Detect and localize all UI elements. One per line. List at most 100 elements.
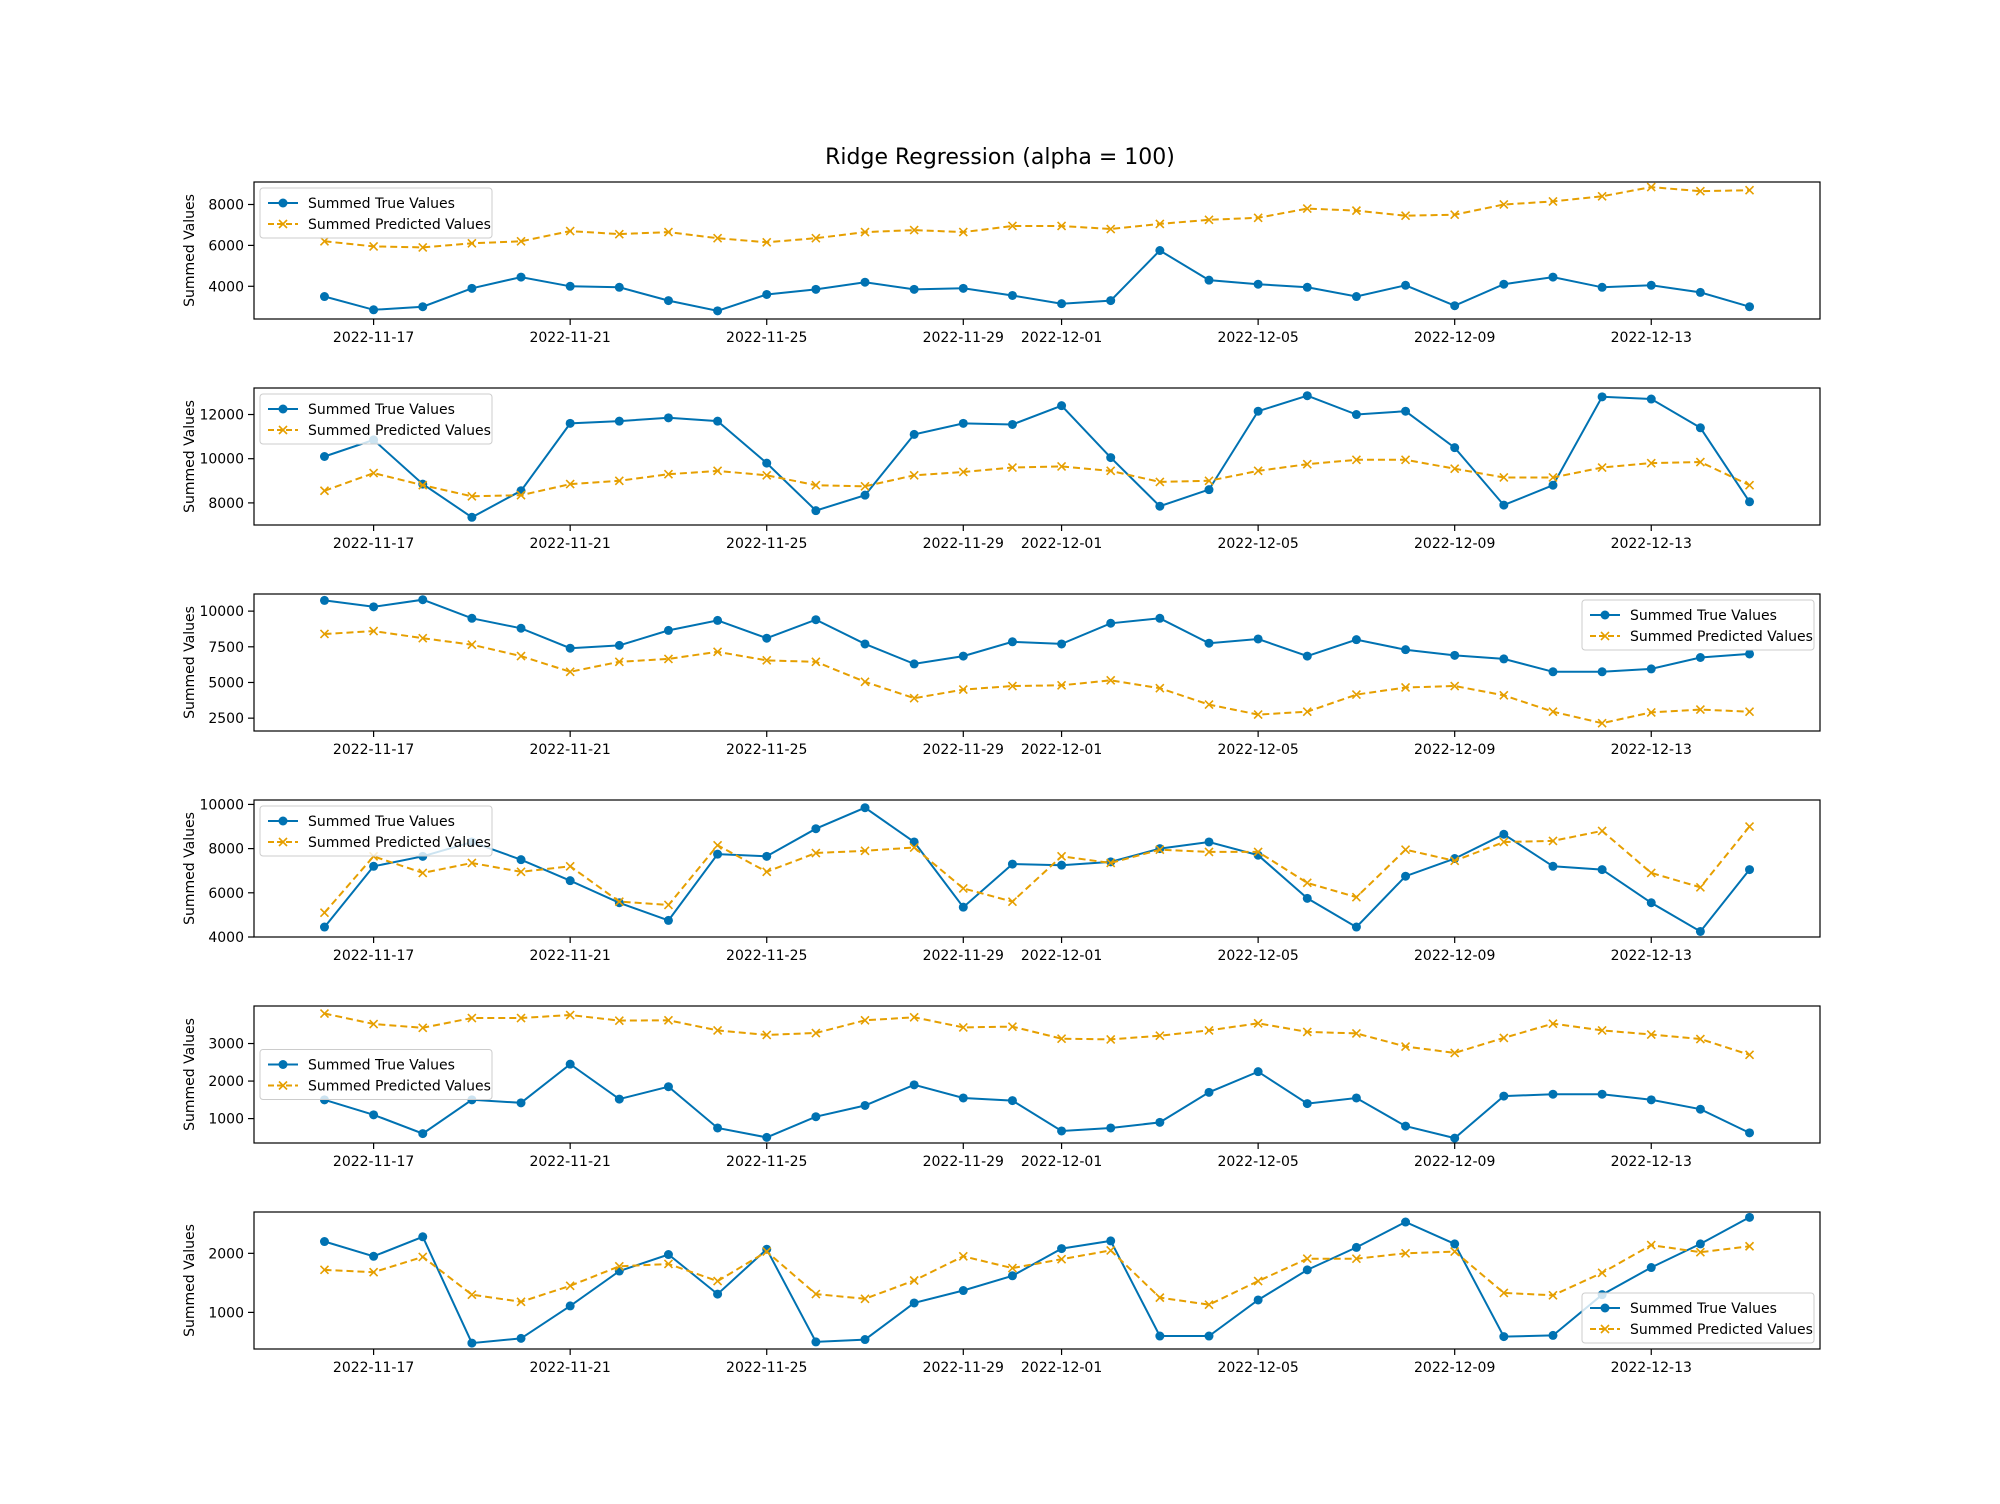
x-tick-label: 2022-11-17 bbox=[333, 742, 414, 758]
data-point-true bbox=[319, 452, 329, 461]
data-point-predicted bbox=[1007, 1022, 1017, 1032]
data-point-predicted bbox=[1302, 204, 1312, 214]
x-tick-label: 2022-12-01 bbox=[1021, 536, 1102, 552]
legend-label: Summed Predicted Values bbox=[1630, 1322, 1813, 1338]
data-point-predicted bbox=[811, 848, 821, 858]
data-point-true bbox=[565, 1301, 575, 1311]
data-point-true bbox=[860, 490, 870, 500]
legend-label: Summed True Values bbox=[1630, 608, 1777, 624]
y-tick-label: 2000 bbox=[208, 1246, 244, 1262]
x-tick-label: 2022-11-29 bbox=[923, 330, 1004, 346]
data-point-true bbox=[1499, 654, 1509, 664]
y-tick-label: 3000 bbox=[208, 1037, 244, 1053]
x-tick-label: 2022-12-13 bbox=[1611, 536, 1692, 552]
legend-label: Summed True Values bbox=[308, 196, 455, 212]
data-point-predicted bbox=[418, 480, 428, 490]
legend-marker-predicted bbox=[278, 425, 288, 435]
data-point-predicted bbox=[1204, 700, 1214, 710]
legend: Summed True Values Summed Predicted Value… bbox=[259, 187, 493, 239]
y-tick-label: 4000 bbox=[208, 930, 244, 946]
data-point-true bbox=[1057, 299, 1067, 309]
data-point-predicted bbox=[467, 640, 477, 650]
legend-box bbox=[259, 1049, 493, 1100]
axes-frame bbox=[253, 387, 1821, 526]
data-point-predicted bbox=[1302, 459, 1312, 469]
data-point-true bbox=[1007, 859, 1017, 869]
data-point-predicted bbox=[418, 1252, 428, 1262]
x-tick-label: 2022-12-09 bbox=[1414, 948, 1495, 964]
x-tick-label: 2022-11-21 bbox=[529, 536, 610, 552]
data-point-predicted bbox=[1351, 892, 1361, 902]
data-point-predicted bbox=[762, 1030, 772, 1040]
legend-box bbox=[259, 805, 493, 857]
data-point-true bbox=[1745, 1128, 1755, 1138]
x-tick-label: 2022-11-21 bbox=[529, 330, 610, 346]
data-point-predicted bbox=[1499, 1288, 1509, 1298]
data-point-predicted bbox=[713, 466, 723, 476]
data-point-predicted bbox=[958, 227, 968, 237]
data-point-true bbox=[958, 1093, 968, 1103]
data-point-true bbox=[811, 615, 821, 625]
legend-label: Summed Predicted Values bbox=[1630, 629, 1813, 645]
legend-marker-true bbox=[278, 198, 288, 208]
data-point-true bbox=[1646, 898, 1656, 908]
data-point-predicted bbox=[1450, 464, 1460, 474]
data-point-true bbox=[1106, 1236, 1116, 1246]
data-point-predicted bbox=[860, 481, 870, 491]
data-point-true bbox=[516, 1333, 526, 1343]
data-point-predicted bbox=[1646, 1029, 1656, 1040]
data-point-predicted bbox=[516, 1013, 526, 1023]
x-tick-label: 2022-11-17 bbox=[333, 536, 414, 552]
data-point-true bbox=[1253, 406, 1263, 416]
data-point-predicted bbox=[1548, 836, 1558, 846]
data-point-true bbox=[1646, 1263, 1656, 1273]
data-point-true bbox=[369, 305, 379, 315]
data-point-predicted bbox=[1057, 851, 1067, 861]
x-tick-label: 2022-12-09 bbox=[1414, 1360, 1495, 1376]
data-point-true bbox=[1351, 292, 1361, 302]
data-point-true bbox=[958, 1286, 968, 1296]
y-axis-label: Summed Values bbox=[182, 194, 198, 307]
data-point-true bbox=[909, 429, 919, 439]
data-point-true bbox=[565, 418, 575, 428]
y-tick-label: 8000 bbox=[208, 197, 244, 213]
data-point-true bbox=[1450, 650, 1460, 660]
data-point-true bbox=[1499, 500, 1509, 510]
data-point-true bbox=[1007, 637, 1017, 647]
subplot-3: 2500 5000 7500 10000 2022-11-17 2022-11-21 202… bbox=[182, 593, 1821, 758]
data-point-predicted bbox=[1597, 462, 1607, 473]
data-point-predicted bbox=[418, 242, 428, 252]
data-point-predicted bbox=[663, 654, 674, 664]
data-point-true bbox=[369, 1110, 379, 1120]
data-point-predicted bbox=[1155, 219, 1165, 229]
legend: Summed True Values Summed Predicted Value… bbox=[259, 805, 493, 857]
data-point-true bbox=[811, 506, 821, 516]
data-point-true bbox=[1351, 635, 1361, 645]
data-point-true bbox=[418, 595, 428, 605]
data-point-true bbox=[713, 1289, 723, 1299]
legend-marker-true bbox=[1600, 1303, 1610, 1313]
data-point-true bbox=[565, 876, 575, 886]
data-point-true bbox=[319, 292, 329, 302]
data-point-true bbox=[467, 283, 477, 293]
data-point-predicted bbox=[1597, 191, 1607, 201]
data-point-predicted bbox=[762, 655, 772, 665]
data-point-true bbox=[516, 486, 526, 496]
legend-label: Summed True Values bbox=[308, 402, 455, 418]
data-point-predicted bbox=[811, 233, 821, 243]
data-point-true bbox=[516, 1098, 526, 1108]
data-point-true bbox=[1155, 246, 1165, 255]
data-point-true bbox=[713, 1123, 723, 1133]
data-point-true bbox=[1057, 639, 1067, 649]
data-point-predicted bbox=[369, 1267, 379, 1277]
data-point-predicted bbox=[1744, 1241, 1755, 1251]
data-point-true bbox=[1548, 1330, 1558, 1340]
data-point-true bbox=[1548, 272, 1558, 282]
data-point-predicted bbox=[614, 657, 624, 667]
data-point-true bbox=[1401, 1121, 1411, 1131]
x-tick-label: 2022-11-25 bbox=[726, 742, 807, 758]
series-line-predicted bbox=[324, 630, 1750, 725]
data-point-predicted bbox=[1499, 199, 1509, 210]
data-point-predicted bbox=[958, 685, 968, 695]
data-point-true bbox=[1302, 651, 1312, 661]
